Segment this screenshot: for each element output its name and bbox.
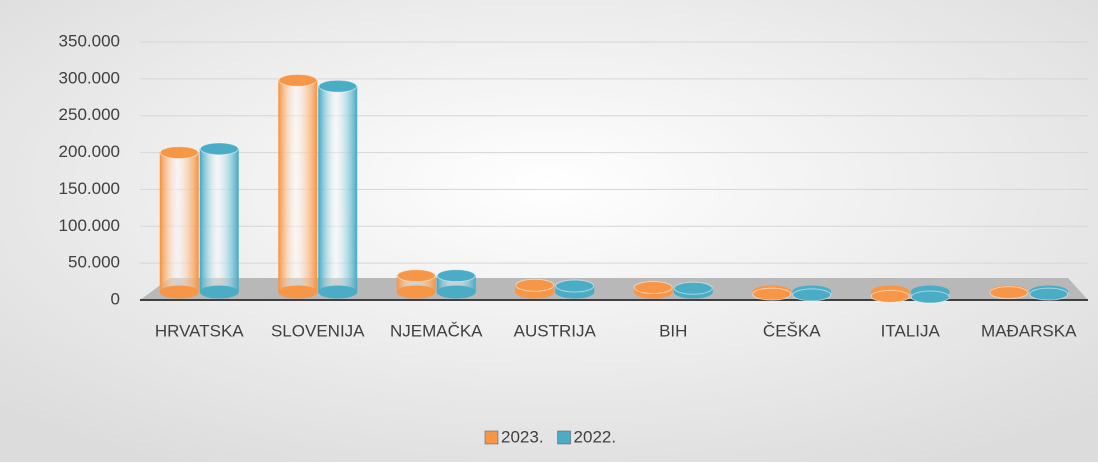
bar-base (159, 285, 199, 299)
x-tick-label: SLOVENIJA (271, 321, 365, 340)
bar-base (436, 285, 476, 299)
bar-base (278, 285, 318, 299)
legend-label: 2022. (574, 427, 617, 446)
bar-top (1029, 287, 1069, 301)
bar-top (752, 287, 792, 301)
bar (318, 85, 358, 293)
bar-top (318, 79, 358, 93)
bar-top (199, 142, 239, 156)
x-tick-label: NJEMAČKA (390, 321, 483, 340)
bar (199, 148, 239, 293)
legend-swatch (484, 430, 499, 445)
y-tick-label: 150.000 (59, 179, 120, 198)
x-tick-label: ITALIJA (881, 321, 941, 340)
y-tick-label: 350.000 (59, 31, 120, 50)
bar-top (278, 73, 318, 87)
bar-top (159, 146, 199, 160)
x-tick-label: AUSTRIJA (514, 321, 597, 340)
legend-swatch (557, 430, 571, 445)
y-tick-label: 100.000 (59, 216, 120, 235)
bar-base (199, 285, 239, 299)
bar-top (633, 280, 673, 294)
bar-top (555, 279, 595, 293)
bar-top (436, 269, 476, 283)
floor (140, 278, 1088, 300)
y-tick-label: 0 (111, 289, 120, 308)
bar (278, 79, 318, 293)
bar-top (792, 288, 832, 302)
x-tick-label: MAĐARSKA (981, 321, 1077, 340)
bar-top (515, 278, 555, 292)
bar-base (396, 285, 436, 299)
legend-label: 2023. (501, 427, 544, 446)
y-tick-label: 250.000 (59, 105, 120, 124)
x-tick-label: HRVATSKA (155, 321, 244, 340)
bar-top (910, 290, 950, 304)
bar-base (318, 285, 358, 299)
y-tick-label: 200.000 (59, 142, 120, 161)
bar-top (870, 289, 910, 303)
bar-top (673, 281, 713, 295)
x-tick-label: ČEŠKA (763, 321, 821, 340)
bar (159, 152, 199, 293)
bar-top (989, 286, 1029, 300)
y-tick-label: 50.000 (68, 253, 120, 272)
x-tick-label: BIH (659, 321, 687, 340)
y-tick-label: 300.000 (59, 68, 120, 87)
bar-top (396, 269, 436, 283)
